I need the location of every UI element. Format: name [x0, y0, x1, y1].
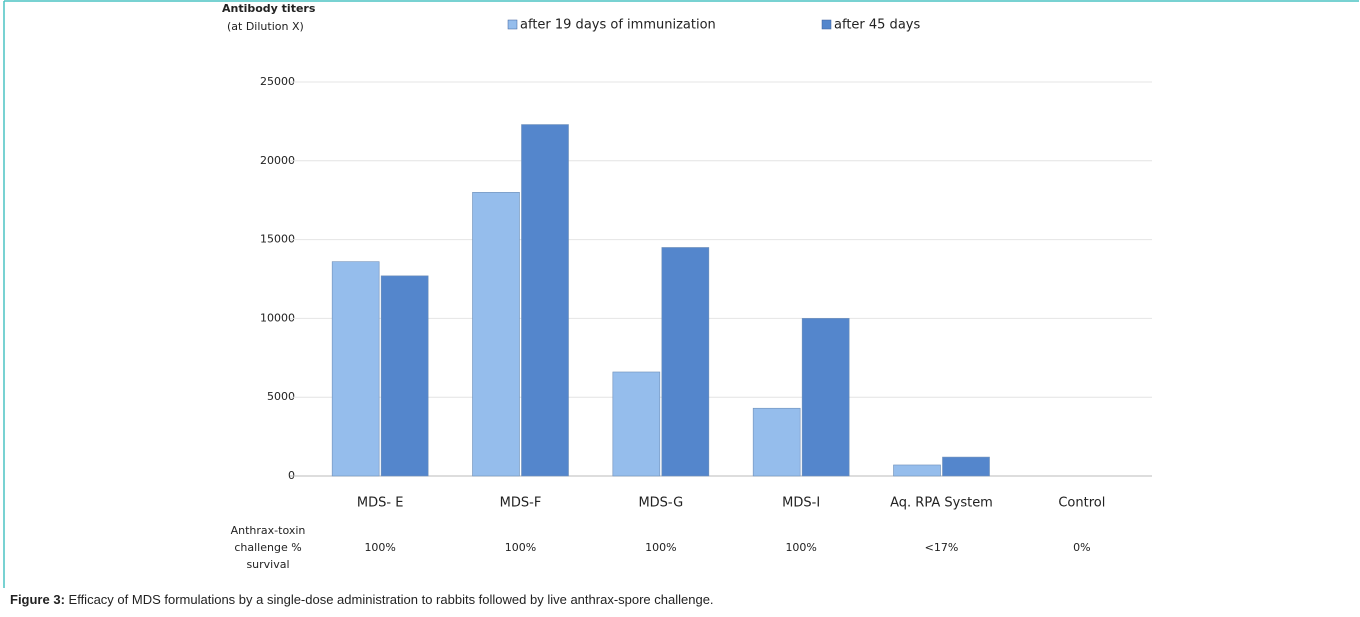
y-axis-title: (at Dilution X): [227, 20, 304, 33]
survival-value: 0%: [1073, 541, 1090, 554]
y-tick-label: 25000: [260, 75, 295, 88]
y-tick-label: 15000: [260, 233, 295, 246]
bar: [752, 407, 801, 477]
bar: [801, 318, 850, 477]
survival-title: survival: [246, 558, 289, 571]
caption-label: Figure 3:: [10, 592, 65, 607]
x-tick-label: MDS-F: [500, 496, 542, 511]
x-tick-label: MDS- E: [357, 496, 404, 511]
x-tick-label: MDS-G: [638, 496, 683, 511]
y-axis-title: Antibody titers: [222, 2, 316, 15]
survival-value: 100%: [364, 541, 395, 554]
bar: [893, 464, 941, 477]
caption-text: Efficacy of MDS formulations by a single…: [65, 592, 714, 607]
y-tick-label: 5000: [267, 390, 295, 403]
y-tick-label: 20000: [260, 154, 295, 167]
bar: [661, 247, 710, 477]
survival-value: <17%: [925, 541, 959, 554]
bar: [380, 275, 429, 477]
x-tick-label: MDS-I: [782, 496, 820, 511]
y-tick-label: 10000: [260, 311, 295, 324]
bar: [472, 192, 520, 477]
x-tick-label: Aq. RPA System: [890, 496, 993, 511]
legend-swatch: [821, 19, 832, 30]
bar: [521, 124, 569, 477]
survival-value: 100%: [645, 541, 676, 554]
bar: [612, 371, 661, 477]
survival-title: challenge %: [234, 541, 301, 554]
legend-label: after 45 days: [834, 18, 920, 33]
caption: Figure 3: Efficacy of MDS formulations b…: [10, 592, 714, 607]
survival-title: Anthrax-toxin: [231, 524, 306, 537]
x-tick-label: Control: [1058, 496, 1105, 511]
bar: [942, 456, 990, 477]
survival-value: 100%: [785, 541, 816, 554]
legend-swatch: [507, 19, 518, 30]
legend-label: after 19 days of immunization: [520, 18, 716, 33]
survival-value: 100%: [505, 541, 536, 554]
bar: [331, 261, 380, 477]
